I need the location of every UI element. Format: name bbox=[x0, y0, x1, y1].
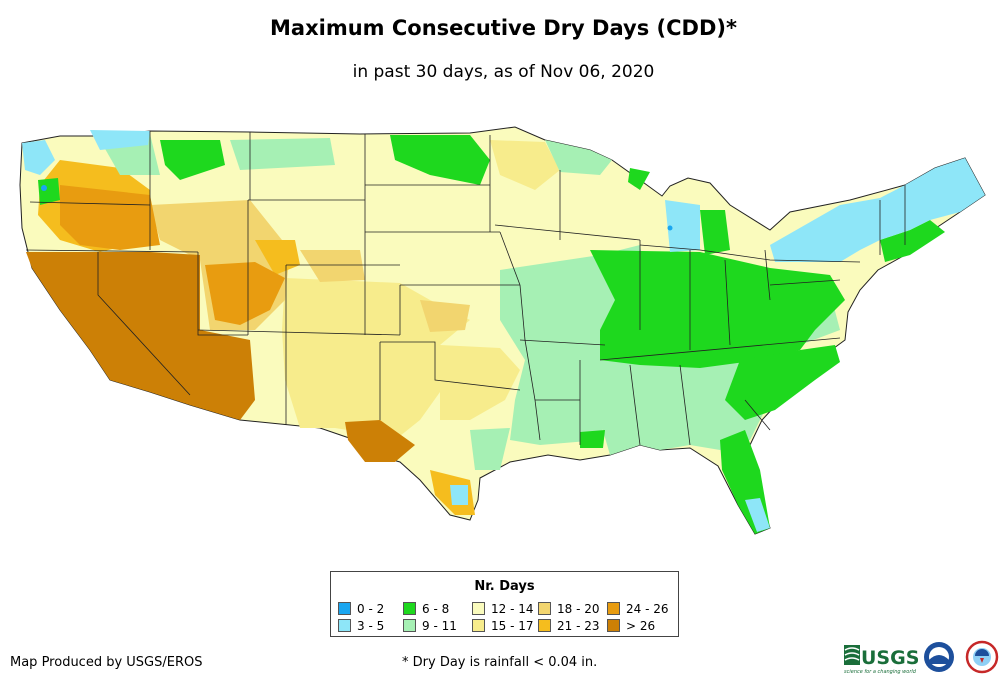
legend: Nr. Days 0 - 2 3 - 5 6 - 8 9 - 11 12 - 1… bbox=[330, 571, 679, 637]
legend-title: Nr. Days bbox=[474, 579, 535, 594]
usgs-logo-text: USGS bbox=[861, 647, 919, 669]
legend-swatch bbox=[338, 619, 351, 632]
legend-swatch bbox=[472, 602, 485, 615]
legend-swatch bbox=[538, 602, 551, 615]
map-credit: Map Produced by USGS/EROS bbox=[10, 655, 203, 670]
legend-item: 24 - 26 bbox=[607, 602, 669, 616]
legend-swatch bbox=[403, 619, 416, 632]
agency-logos: USGS science for a changing world bbox=[844, 640, 999, 675]
legend-swatch bbox=[607, 619, 620, 632]
legend-item: > 26 bbox=[607, 619, 655, 633]
dry-day-footnote: * Dry Day is rainfall < 0.04 in. bbox=[402, 655, 598, 670]
legend-item: 6 - 8 bbox=[403, 602, 449, 616]
legend-item: 12 - 14 bbox=[472, 602, 534, 616]
legend-swatch bbox=[472, 619, 485, 632]
legend-item: 21 - 23 bbox=[538, 619, 600, 633]
legend-swatch bbox=[403, 602, 416, 615]
usgs-logo: USGS science for a changing world bbox=[844, 645, 919, 675]
legend-item: 18 - 20 bbox=[538, 602, 600, 616]
legend-swatch bbox=[538, 619, 551, 632]
cdd-map bbox=[19, 126, 986, 535]
noaa-logo bbox=[924, 642, 954, 672]
usgs-tagline: science for a changing world bbox=[844, 669, 917, 675]
nws-logo bbox=[965, 640, 999, 674]
legend-item: 9 - 11 bbox=[403, 619, 457, 633]
legend-item: 0 - 2 bbox=[338, 602, 384, 616]
map-title: Maximum Consecutive Dry Days (CDD)* bbox=[270, 16, 737, 40]
legend-swatch bbox=[607, 602, 620, 615]
map-subtitle: in past 30 days, as of Nov 06, 2020 bbox=[352, 62, 655, 82]
legend-item: 15 - 17 bbox=[472, 619, 534, 633]
legend-item: 3 - 5 bbox=[338, 619, 384, 633]
legend-swatch bbox=[338, 602, 351, 615]
